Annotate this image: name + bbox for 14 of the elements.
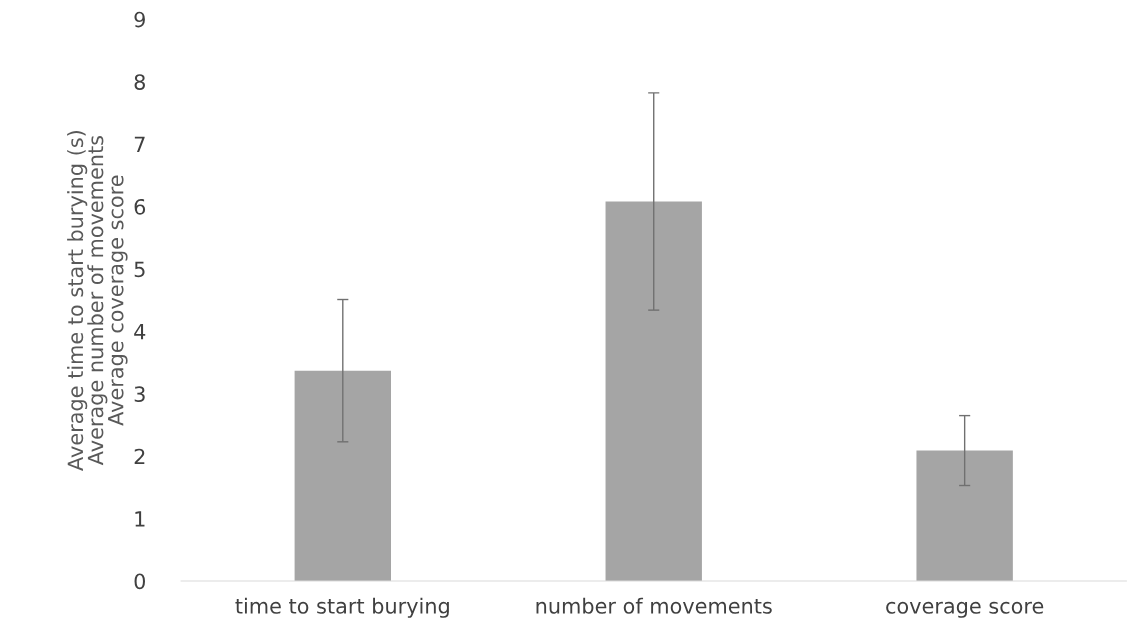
y-tick-label: 3 bbox=[134, 386, 145, 402]
x-tick-label: coverage score bbox=[886, 601, 1044, 618]
x-tick-label: number of movements bbox=[536, 597, 772, 614]
y-tick-label: 6 bbox=[134, 198, 146, 215]
y-tick-label: 0 bbox=[134, 573, 146, 590]
y-axis-title: Average time to start burying (s) Average number of movements Average coverage score bbox=[67, 131, 128, 471]
y-tick-label: 5 bbox=[134, 261, 145, 278]
y-tick-label: 9 bbox=[134, 11, 145, 28]
y-tick-label: 4 bbox=[134, 324, 146, 340]
y-tick-label: 8 bbox=[134, 74, 145, 90]
y-tick-label: 1 bbox=[135, 511, 145, 527]
y-tick-label: 2 bbox=[134, 448, 145, 465]
x-tick-label: time to start burying bbox=[235, 597, 449, 618]
y-tick-label: 7 bbox=[134, 136, 145, 153]
